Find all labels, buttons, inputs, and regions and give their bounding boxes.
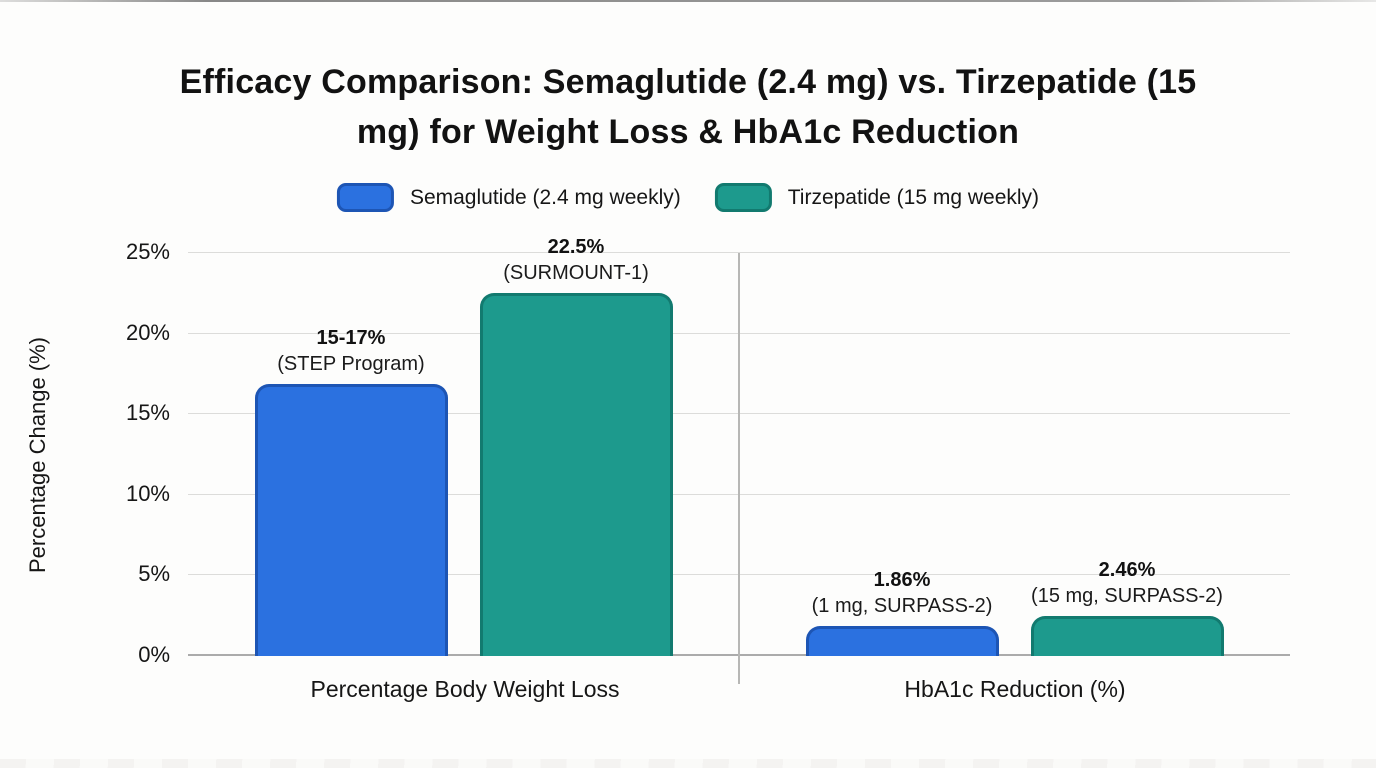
bar-label-tirzepatide-percentage-body-weight-loss: 22.5% (SURMOUNT-1) bbox=[503, 234, 649, 286]
bar-label-semaglutide-percentage-body-weight-loss: 15-17% (STEP Program) bbox=[277, 325, 424, 377]
y-tick-label-15: 15% bbox=[125, 400, 170, 426]
legend-item-semaglutide[interactable]: Semaglutide (2.4 mg weekly) bbox=[336, 183, 681, 212]
x-category-label-weight-loss: Percentage Body Weight Loss bbox=[310, 676, 620, 702]
y-tick-label-25: 25% bbox=[125, 239, 170, 264]
legend-item-tirzepatide[interactable]: Tirzepatide (15 mg weekly) bbox=[714, 183, 1040, 212]
bar-label-tirzepatide-hba1c-reduction: 2.46% (15 mg, SURPASS-2) bbox=[1031, 557, 1223, 609]
x-category-label-hba1c: HbA1c Reduction (%) bbox=[904, 676, 1126, 702]
bar-study-label: (STEP Program) bbox=[277, 352, 425, 375]
top-edge-artifact bbox=[0, 0, 1376, 2]
tirzepatide-swatch-icon bbox=[714, 183, 772, 212]
bar-study-label: (15 mg, SURPASS-2) bbox=[1031, 585, 1223, 608]
legend-label-tirzepatide: Tirzepatide (15 mg weekly) bbox=[787, 185, 1040, 209]
legend: Semaglutide (2.4 mg weekly) Tirzepatide … bbox=[336, 183, 1040, 212]
bar-semaglutide-percentage-body-weight-loss[interactable] bbox=[254, 383, 448, 656]
semaglutide-swatch-icon bbox=[336, 183, 394, 212]
bar-value-label: 22.5% bbox=[547, 236, 605, 259]
y-tick-label-20: 20% bbox=[125, 319, 170, 345]
chart-title: Efficacy Comparison: Semaglutide (2.4 mg… bbox=[179, 63, 1197, 151]
category-group-divider bbox=[738, 253, 740, 684]
bar-tirzepatide-percentage-body-weight-loss[interactable] bbox=[479, 293, 673, 656]
y-axis-title: Percentage Change (%) bbox=[25, 336, 50, 574]
y-tick-label-5: 5% bbox=[138, 561, 170, 587]
bar-study-label: (1 mg, SURPASS-2) bbox=[811, 595, 993, 618]
bottom-edge-artifact bbox=[0, 759, 1376, 768]
bar-value-label: 2.46% bbox=[1098, 559, 1156, 582]
bar-tirzepatide-hba1c-reduction[interactable] bbox=[1030, 616, 1224, 656]
gridline-25 bbox=[188, 252, 1290, 253]
bar-study-label: (SURMOUNT-1) bbox=[503, 262, 649, 285]
bar-value-label: 15-17% bbox=[316, 326, 386, 349]
bar-value-label: 1.86% bbox=[873, 569, 931, 592]
plot-area: Percentage Change (%) 0% 5% 10% 15% 20% 25% 15… bbox=[25, 236, 1290, 684]
y-tick-label-10: 10% bbox=[125, 480, 170, 506]
legend-label-semaglutide: Semaglutide (2.4 mg weekly) bbox=[409, 185, 681, 209]
bar-semaglutide-hba1c-reduction[interactable] bbox=[805, 626, 999, 656]
bar-label-semaglutide-hba1c-reduction: 1.86% (1 mg, SURPASS-2) bbox=[812, 567, 993, 619]
y-tick-label-0: 0% bbox=[138, 642, 170, 667]
